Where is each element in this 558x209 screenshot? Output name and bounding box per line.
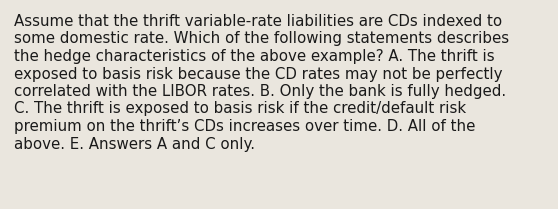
Text: C. The thrift is exposed to basis risk if the credit/default risk: C. The thrift is exposed to basis risk i… — [14, 102, 466, 116]
Text: Assume that the thrift variable-rate liabilities are CDs indexed to: Assume that the thrift variable-rate lia… — [14, 14, 502, 29]
Text: above. E. Answers A and C only.: above. E. Answers A and C only. — [14, 136, 255, 152]
Text: some domestic rate. Which of the following statements describes: some domestic rate. Which of the followi… — [14, 32, 509, 46]
Text: correlated with the LIBOR rates. B. Only the bank is fully hedged.: correlated with the LIBOR rates. B. Only… — [14, 84, 506, 99]
Text: premium on the thrift’s CDs increases over time. D. All of the: premium on the thrift’s CDs increases ov… — [14, 119, 475, 134]
Text: the hedge characteristics of the above example? A. The thrift is: the hedge characteristics of the above e… — [14, 49, 494, 64]
Text: exposed to basis risk because the CD rates may not be perfectly: exposed to basis risk because the CD rat… — [14, 66, 503, 82]
